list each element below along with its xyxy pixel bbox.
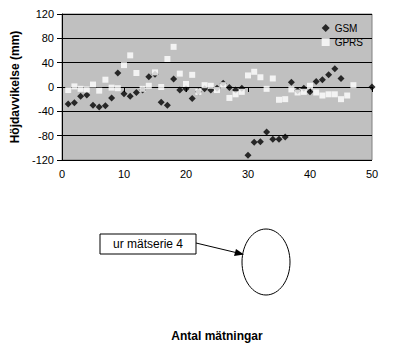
svg-text:-120: -120 — [32, 154, 54, 166]
svg-text:40: 40 — [42, 57, 54, 69]
svg-text:-80: -80 — [38, 130, 54, 142]
svg-text:GPRS: GPRS — [335, 37, 364, 48]
svg-text:120: 120 — [36, 8, 54, 20]
svg-text:0: 0 — [59, 168, 65, 180]
svg-text:-40: -40 — [38, 105, 54, 117]
svg-text:20: 20 — [180, 168, 192, 180]
svg-text:80: 80 — [42, 32, 54, 44]
svg-text:40: 40 — [304, 168, 316, 180]
svg-text:50: 50 — [366, 168, 378, 180]
svg-text:10: 10 — [118, 168, 130, 180]
svg-text:30: 30 — [242, 168, 254, 180]
svg-text:Höjdavvikelse (mm): Höjdavvikelse (mm) — [8, 31, 22, 144]
svg-text:Antal mätningar: Antal mätningar — [171, 329, 263, 343]
svg-text:ur mätserie 4: ur mätserie 4 — [113, 237, 183, 251]
svg-text:GSM: GSM — [335, 23, 358, 34]
svg-text:0: 0 — [48, 81, 54, 93]
